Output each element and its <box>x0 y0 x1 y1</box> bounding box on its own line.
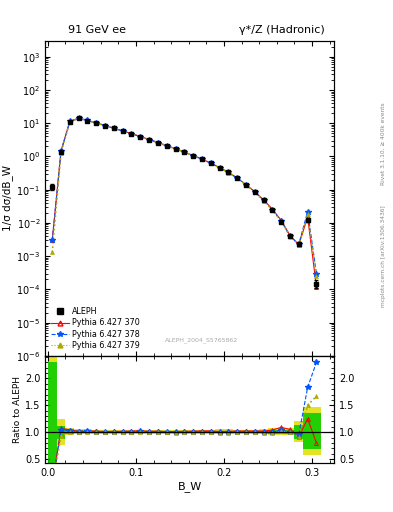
Y-axis label: Ratio to ALEPH: Ratio to ALEPH <box>13 376 22 443</box>
Text: 91 GeV ee: 91 GeV ee <box>68 25 126 35</box>
X-axis label: B_W: B_W <box>178 481 202 492</box>
Text: Rivet 3.1.10, ≥ 400k events: Rivet 3.1.10, ≥ 400k events <box>381 102 386 185</box>
Text: ALEPH_2004_S5765862: ALEPH_2004_S5765862 <box>165 337 238 343</box>
Y-axis label: 1/σ dσ/dB_W: 1/σ dσ/dB_W <box>2 165 13 231</box>
Legend: ALEPH, Pythia 6.427 370, Pythia 6.427 378, Pythia 6.427 379: ALEPH, Pythia 6.427 370, Pythia 6.427 37… <box>48 304 143 353</box>
Text: γ*/Z (Hadronic): γ*/Z (Hadronic) <box>239 25 325 35</box>
Text: mcplots.cern.ch [arXiv:1306.3436]: mcplots.cern.ch [arXiv:1306.3436] <box>381 205 386 307</box>
